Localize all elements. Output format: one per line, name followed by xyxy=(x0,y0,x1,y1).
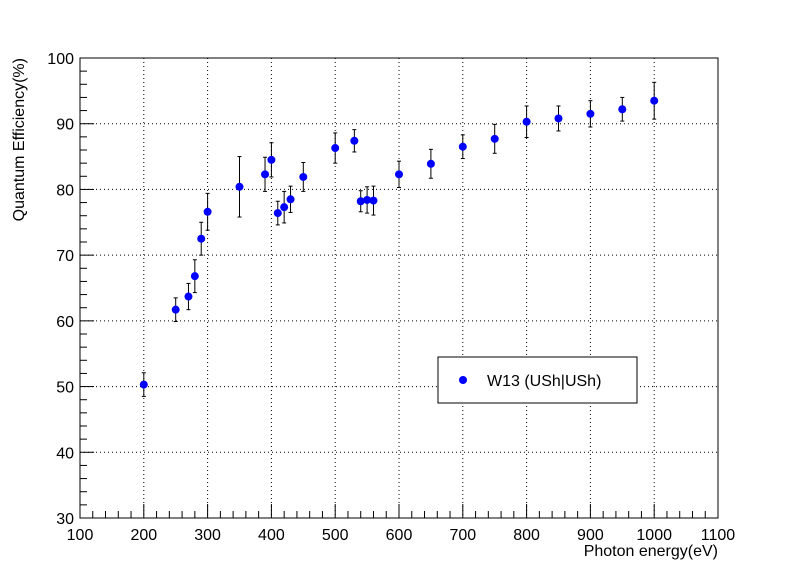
x-tick-label: 600 xyxy=(386,527,413,544)
data-point xyxy=(522,117,531,126)
x-tick-label: 400 xyxy=(258,527,285,544)
data-point xyxy=(356,197,365,206)
legend: W13 (USh|USh) xyxy=(437,356,638,404)
data-point xyxy=(261,170,270,179)
data-point xyxy=(184,292,193,301)
data-point xyxy=(197,234,206,243)
data-point xyxy=(171,305,180,314)
x-tick-label: 500 xyxy=(322,527,349,544)
legend-entry-label: W13 (USh|USh) xyxy=(487,373,601,390)
axis-ticks xyxy=(79,57,719,519)
legend-marker xyxy=(459,376,467,384)
data-point xyxy=(554,114,563,123)
y-tick-label: 90 xyxy=(56,117,74,134)
data-point xyxy=(280,203,289,212)
data-point xyxy=(203,207,212,216)
data-points xyxy=(139,96,659,389)
x-tick-label: 1100 xyxy=(701,527,736,544)
y-tick-label: 60 xyxy=(56,314,74,331)
y-tick-label: 40 xyxy=(56,445,74,462)
x-tick-label: 800 xyxy=(513,527,540,544)
data-point xyxy=(139,380,148,389)
data-point xyxy=(350,136,359,145)
data-point xyxy=(490,134,499,143)
x-tick-label: 700 xyxy=(449,527,476,544)
y-tick-label: 80 xyxy=(56,182,74,199)
data-point xyxy=(235,182,244,191)
data-point xyxy=(458,142,467,151)
data-point xyxy=(273,209,282,218)
legend-box xyxy=(437,356,638,404)
y-tick-label: 70 xyxy=(56,248,74,265)
x-tick-label: 200 xyxy=(130,527,157,544)
x-tick-labels: 100 200 300 400 500 600 700 800 900 1000 1100 xyxy=(67,527,736,544)
data-point xyxy=(618,105,627,114)
data-point xyxy=(331,144,340,153)
y-tick-label: 100 xyxy=(47,51,74,68)
data-point xyxy=(267,155,276,164)
data-point xyxy=(586,109,595,118)
y-tick-labels: 30 40 50 60 70 80 90 100 xyxy=(47,51,74,528)
x-tick-label: 1000 xyxy=(636,527,672,544)
y-tick-label: 30 xyxy=(56,511,74,528)
data-point xyxy=(426,159,435,168)
data-point xyxy=(190,272,199,281)
x-axis-title: Photon energy(eV) xyxy=(584,543,718,560)
data-point xyxy=(395,170,403,179)
data-point xyxy=(369,196,378,205)
data-point xyxy=(299,172,308,181)
data-point xyxy=(650,96,659,105)
y-tick-label: 50 xyxy=(56,380,74,397)
x-tick-label: 300 xyxy=(194,527,221,544)
x-tick-label: 100 xyxy=(67,527,94,544)
x-tick-label: 900 xyxy=(577,527,604,544)
data-point xyxy=(286,195,295,204)
y-axis-title: Quantum Efficiency(%) xyxy=(11,58,28,221)
data-point xyxy=(363,195,372,204)
